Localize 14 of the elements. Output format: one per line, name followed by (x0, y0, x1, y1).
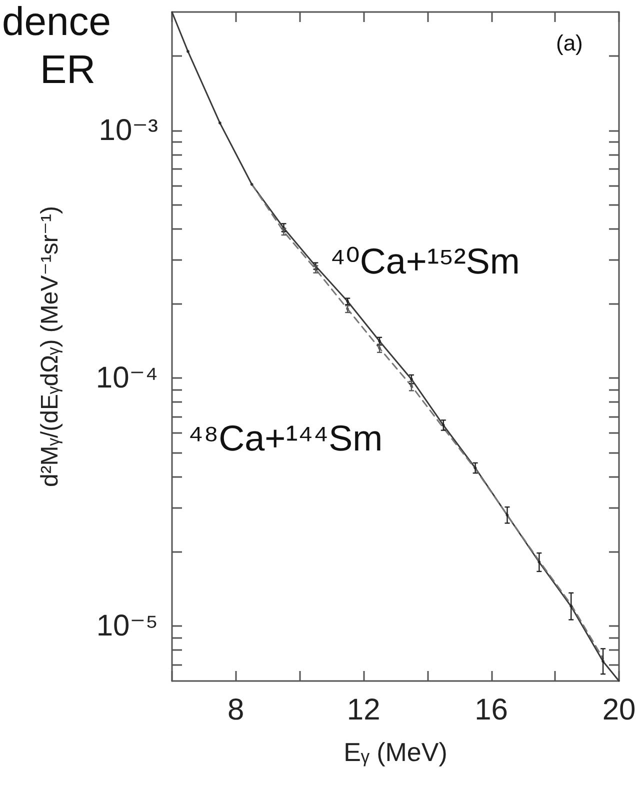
annotation: ⁴⁸Ca+¹⁴⁴Sm (188, 418, 383, 458)
x-tick-label: 20 (602, 694, 636, 726)
y-tick-label: 10⁻⁴ (96, 362, 158, 395)
y-axis-title: d²Mᵧ/(dEᵧdΩᵧ) (MeV⁻¹sr⁻¹) (36, 206, 64, 488)
x-tick-label: 16 (474, 694, 508, 726)
x-axis-title: Eᵧ (MeV) (344, 737, 448, 767)
x-tick-label: 12 (346, 694, 380, 726)
annotation: ⁴⁰Ca+¹⁵²Sm (330, 240, 520, 282)
annotation: (a) (556, 30, 583, 56)
y-tick-label: 10⁻⁵ (96, 610, 158, 643)
y-tick-label: 10⁻³ (98, 114, 158, 147)
x-tick-label: 8 (228, 694, 244, 726)
text: ER (40, 48, 96, 92)
text: dence (2, 0, 111, 44)
